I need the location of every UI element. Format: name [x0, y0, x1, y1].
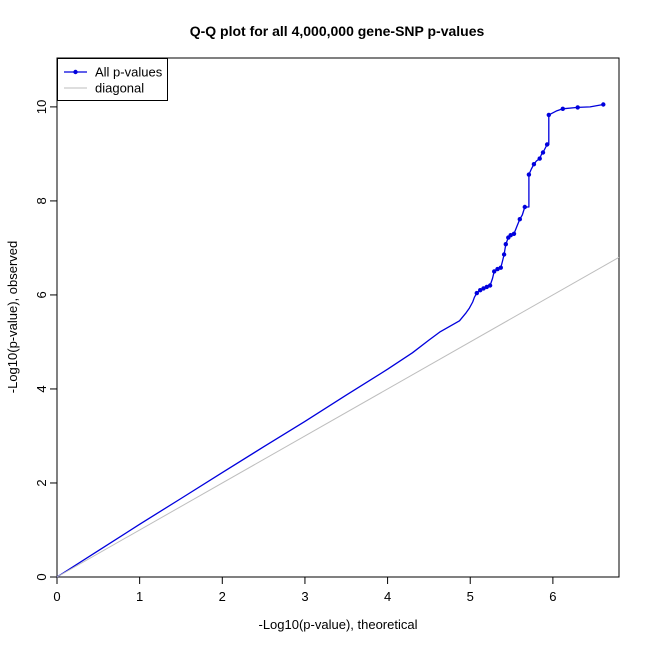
- series-marker-all-p-values: [478, 288, 483, 293]
- x-axis-label: -Log10(p-value), theoretical: [259, 617, 418, 632]
- y-tick-label: 4: [34, 385, 49, 392]
- x-tick-label: 5: [467, 589, 474, 604]
- series-marker-all-p-values: [487, 283, 493, 288]
- series-line-all-p-values: [56, 103, 604, 578]
- legend-label-diagonal: diagonal: [95, 81, 144, 96]
- legend-label-all-pvalues: All p-values: [95, 65, 163, 80]
- series-line-diagonal: [56, 256, 620, 578]
- x-tick-label: 2: [219, 589, 226, 604]
- y-tick-label: 8: [34, 197, 49, 204]
- y-tick-label: 10: [34, 100, 49, 114]
- series-marker-all-p-values: [517, 217, 522, 222]
- series-marker-all-p-values: [544, 142, 550, 147]
- x-tick-label: 3: [301, 589, 308, 604]
- series-marker-all-p-values: [511, 231, 517, 236]
- series-marker-all-p-values: [481, 286, 486, 291]
- series-marker-all-p-values: [498, 265, 503, 270]
- series-marker-all-p-values: [537, 156, 542, 161]
- plot-series: [56, 102, 620, 578]
- x-tick-label: 4: [384, 589, 391, 604]
- legend: All p-values diagonal: [57, 58, 168, 101]
- series-marker-all-p-values: [575, 105, 580, 110]
- series-marker-all-p-values: [503, 242, 508, 247]
- plot-box: [56, 57, 620, 578]
- series-marker-all-p-values: [540, 150, 546, 155]
- y-tick-label: 2: [34, 479, 49, 486]
- series-marker-all-p-values: [560, 106, 565, 112]
- series-marker-all-p-values: [508, 233, 513, 238]
- y-tick-label: 0: [34, 573, 49, 580]
- series-marker-all-p-values: [492, 269, 497, 274]
- series-marker-all-p-values: [501, 252, 507, 257]
- series-marker-all-p-values: [526, 172, 532, 177]
- series-marker-all-p-values: [474, 290, 479, 296]
- legend-box: [57, 58, 168, 101]
- series-marker-all-p-values: [484, 284, 489, 290]
- y-axis-label: -Log10(p-value), observed: [5, 241, 20, 393]
- x-tick-label: 1: [136, 589, 143, 604]
- series-marker-all-p-values: [546, 112, 551, 118]
- y-tick-label: 6: [34, 291, 49, 298]
- chart-title: Q-Q plot for all 4,000,000 gene-SNP p-va…: [190, 23, 485, 39]
- plot-axes: 0 1 2 3 4 5 6 0 2 4 6 8 10: [34, 57, 620, 604]
- x-tick-label: 6: [549, 589, 556, 604]
- series-marker-all-p-values: [531, 162, 537, 167]
- x-tick-label: 0: [53, 589, 60, 604]
- series-marker-all-p-values: [495, 266, 500, 272]
- series-marker-all-p-values: [601, 102, 606, 107]
- series-marker-all-p-values: [522, 204, 527, 210]
- legend-marker-dot: [73, 69, 78, 75]
